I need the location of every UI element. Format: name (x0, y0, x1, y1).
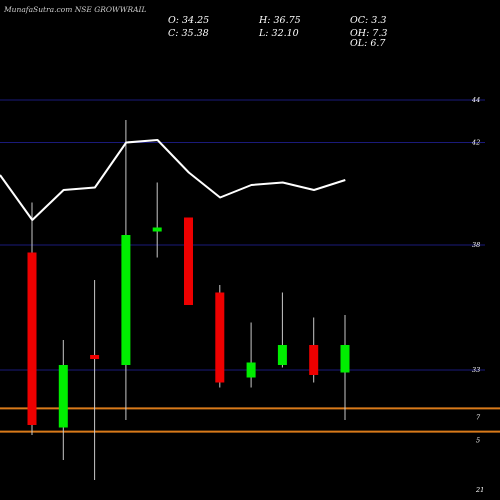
volume-lines (0, 407, 500, 433)
open-value: O: 34.25 (168, 15, 209, 26)
oc-value: OC: 3.3 (350, 15, 386, 26)
candle-body (277, 345, 287, 365)
close-value: C: 35.38 (168, 28, 209, 39)
y-tick-label: 44 (471, 96, 480, 104)
oh-value: OH: 7.3 (350, 28, 387, 39)
y-axis-ticks: 44 42 38 33 7 5 21 (471, 96, 484, 494)
overlay-line (0, 139, 346, 221)
chart-title: MunafaSutra.com NSE GROWWRAIL (3, 5, 146, 14)
candles (27, 120, 350, 480)
ol-value: OL: 6.7 (350, 38, 386, 49)
candle-body (215, 292, 225, 383)
candle-body (121, 235, 131, 365)
candle-body (340, 345, 350, 373)
candle-body (152, 227, 162, 232)
candle-body (27, 252, 37, 425)
overlay-line-path (0, 139, 346, 221)
volume-tick-label: 21 (475, 486, 484, 494)
candle-body (90, 355, 100, 359)
grid-lines (0, 99, 485, 371)
candle-body (309, 345, 319, 375)
y-tick-label: 42 (471, 139, 480, 147)
volume-tick-label: 5 (476, 437, 480, 445)
high-value: H: 36.75 (258, 15, 301, 26)
ohlc-info: O: 34.25 H: 36.75 OC: 3.3 C: 35.38 L: 32… (168, 15, 387, 49)
low-value: L: 32.10 (258, 28, 299, 39)
candle-body (58, 365, 68, 428)
y-tick-label: 33 (472, 366, 480, 374)
candle-body (184, 217, 193, 305)
candle-body (246, 362, 256, 378)
y-tick-label: 38 (472, 241, 480, 249)
volume-tick-label: 7 (476, 413, 481, 421)
